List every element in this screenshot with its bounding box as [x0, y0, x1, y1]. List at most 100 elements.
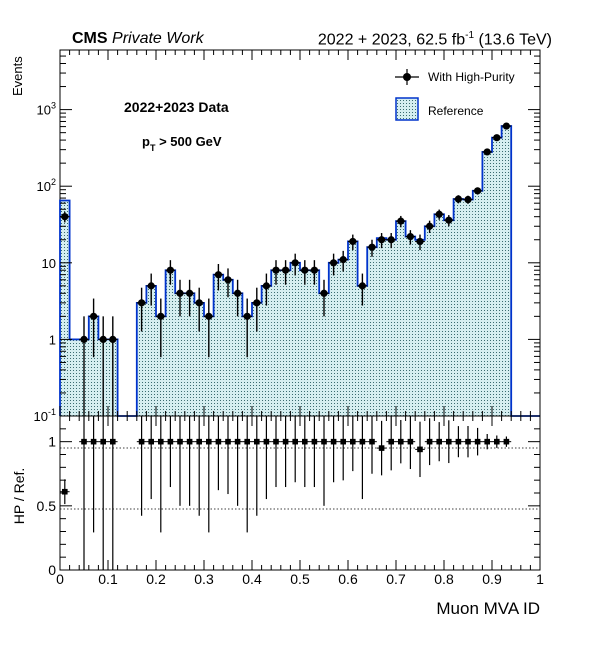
- pt-cut-p: p: [142, 134, 150, 149]
- reference-bar: [453, 199, 464, 416]
- x-axis-label: Muon MVA ID: [436, 599, 540, 618]
- ratio-point: [138, 438, 145, 445]
- reference-bar: [482, 151, 492, 416]
- data-point: [349, 237, 357, 246]
- reference-bar: [271, 270, 281, 416]
- ratio-point: [62, 488, 68, 495]
- ratio-point: [177, 438, 183, 445]
- reference-bar: [88, 316, 99, 416]
- data-point: [368, 243, 376, 251]
- ratio-point: [311, 438, 318, 445]
- data-point: [147, 282, 155, 290]
- data-point: [358, 282, 366, 290]
- x-tick-label: 0.4: [242, 571, 262, 587]
- reference-bar: [156, 316, 166, 416]
- data-point: [426, 222, 434, 230]
- data-point: [301, 266, 309, 274]
- reference-bar: [175, 293, 185, 416]
- ratio-point: [465, 438, 471, 445]
- pt-cut-label: pT > 500 GeV: [142, 134, 222, 153]
- ratio-point: [282, 438, 289, 445]
- data-point: [205, 312, 213, 320]
- data-point: [339, 256, 347, 264]
- ratio-point: [436, 438, 442, 445]
- ratio-point: [234, 438, 241, 445]
- reference-bar: [405, 236, 416, 416]
- ratio-point: [369, 438, 375, 445]
- x-tick-label: 1: [536, 571, 544, 587]
- reference-bar: [386, 239, 396, 416]
- data-point: [493, 134, 501, 142]
- ratio-point: [158, 438, 164, 445]
- reference-bar: [165, 270, 176, 416]
- reference-bar: [213, 274, 224, 416]
- reference-bar: [472, 190, 483, 416]
- reference-bar: [424, 226, 435, 416]
- y-tick-label: 103: [37, 101, 56, 118]
- ratio-point: [244, 438, 250, 445]
- data-point: [282, 266, 290, 274]
- cms-label: CMS Private Work: [72, 30, 204, 48]
- data-point: [310, 266, 318, 274]
- ratio-point: [196, 438, 202, 445]
- x-tick-label: 0: [56, 571, 64, 587]
- ratio-y-tick-label: 0.5: [37, 498, 57, 514]
- reference-bar: [261, 285, 272, 416]
- data-point: [214, 271, 222, 279]
- reference-bar: [146, 285, 156, 416]
- reference-bar: [357, 285, 368, 416]
- data-point: [474, 187, 482, 195]
- ratio-point: [474, 438, 481, 445]
- legend-ref-label: Reference: [428, 104, 484, 118]
- reference-bar: [204, 316, 214, 416]
- legend-hp-marker-dot: [403, 73, 411, 81]
- lumi-label: 2022 + 2023, 62.5 fb-1 (13.6 TeV): [318, 30, 552, 49]
- reference-bar: [348, 241, 358, 416]
- reference-bar: [232, 293, 243, 416]
- dataset-label: 2022+2023 Data: [124, 99, 229, 115]
- ratio-point: [359, 438, 366, 445]
- reference-bar: [300, 270, 310, 416]
- reference-bar: [434, 214, 444, 416]
- reference-bar: [501, 126, 512, 416]
- reference-bar: [136, 302, 147, 416]
- data-point: [445, 216, 453, 224]
- ratio-point: [426, 438, 433, 445]
- ratio-point: [148, 438, 154, 445]
- data-point: [186, 289, 194, 297]
- data-point: [272, 266, 280, 274]
- ratio-point: [100, 438, 106, 445]
- data-point: [406, 232, 414, 241]
- ratio-point: [503, 438, 510, 445]
- ratio-point: [398, 438, 404, 445]
- data-points: [60, 122, 512, 416]
- ratio-point: [110, 438, 116, 445]
- ratio-point: [292, 438, 298, 445]
- reference-bar: [60, 200, 70, 416]
- data-point: [387, 236, 395, 244]
- ratio-point: [378, 445, 385, 451]
- lumi-exponent: -1: [465, 30, 475, 41]
- legend-hp-label: With High-Purity: [428, 70, 515, 84]
- data-point: [502, 122, 510, 130]
- ratio-point: [167, 438, 174, 445]
- data-point: [90, 312, 98, 320]
- cms-label-italic: Private Work: [112, 30, 204, 47]
- reference-bar: [280, 270, 291, 416]
- reference-bar: [319, 293, 329, 416]
- ratio-point: [407, 438, 414, 445]
- pt-cut-rest: > 500 GeV: [155, 134, 221, 149]
- ratio-point: [263, 438, 270, 445]
- lumi-prefix: 2022 + 2023, 62.5 fb: [317, 31, 466, 49]
- data-point: [80, 335, 88, 344]
- data-point: [224, 276, 232, 284]
- data-point: [330, 259, 338, 267]
- data-point: [320, 289, 328, 297]
- ratio-y-tick-label: 0: [48, 562, 56, 578]
- ratio-point: [225, 438, 231, 445]
- reference-bar: [69, 339, 80, 416]
- ratio-point: [484, 438, 490, 445]
- y-tick-label: 1: [49, 332, 56, 347]
- x-tick-label: 0.7: [386, 571, 406, 587]
- reference-bar: [396, 221, 406, 416]
